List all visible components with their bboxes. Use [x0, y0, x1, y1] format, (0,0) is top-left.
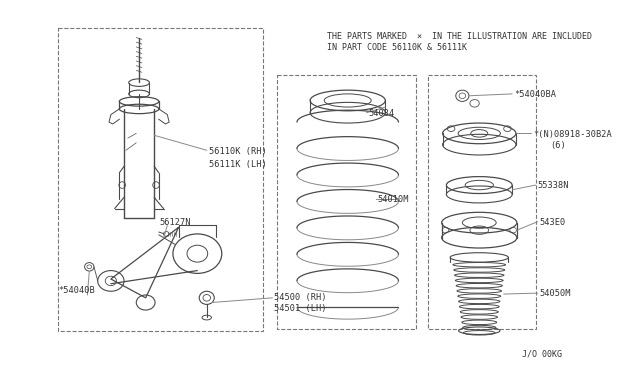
Text: J/O 00KG: J/O 00KG [522, 350, 561, 359]
Text: THE PARTS MARKED  ×  IN THE ILLUSTRATION ARE INCLUDED: THE PARTS MARKED × IN THE ILLUSTRATION A… [327, 32, 592, 41]
Text: *(N)08918-30B2A: *(N)08918-30B2A [533, 129, 612, 139]
Text: 54501 (LH): 54501 (LH) [275, 304, 327, 313]
Bar [428, 75, 536, 329]
Bar [58, 28, 263, 331]
Text: 55338N: 55338N [538, 181, 569, 190]
Text: 56110K (RH): 56110K (RH) [209, 147, 266, 157]
Text: *54040BA: *54040BA [514, 90, 556, 99]
Text: 54500 (RH): 54500 (RH) [275, 293, 327, 302]
Text: 54034: 54034 [369, 109, 395, 118]
Text: 56127N: 56127N [160, 218, 191, 227]
Text: (6): (6) [550, 141, 566, 150]
Text: IN PART CODE 56110K & 56111K: IN PART CODE 56110K & 56111K [327, 43, 467, 52]
Bar [277, 75, 416, 329]
Text: *54040B: *54040B [58, 286, 95, 295]
Text: 543E0: 543E0 [540, 218, 566, 227]
Text: 54010M: 54010M [378, 195, 409, 204]
Text: 56111K (LH): 56111K (LH) [209, 160, 266, 169]
Text: 54050M: 54050M [540, 289, 571, 298]
